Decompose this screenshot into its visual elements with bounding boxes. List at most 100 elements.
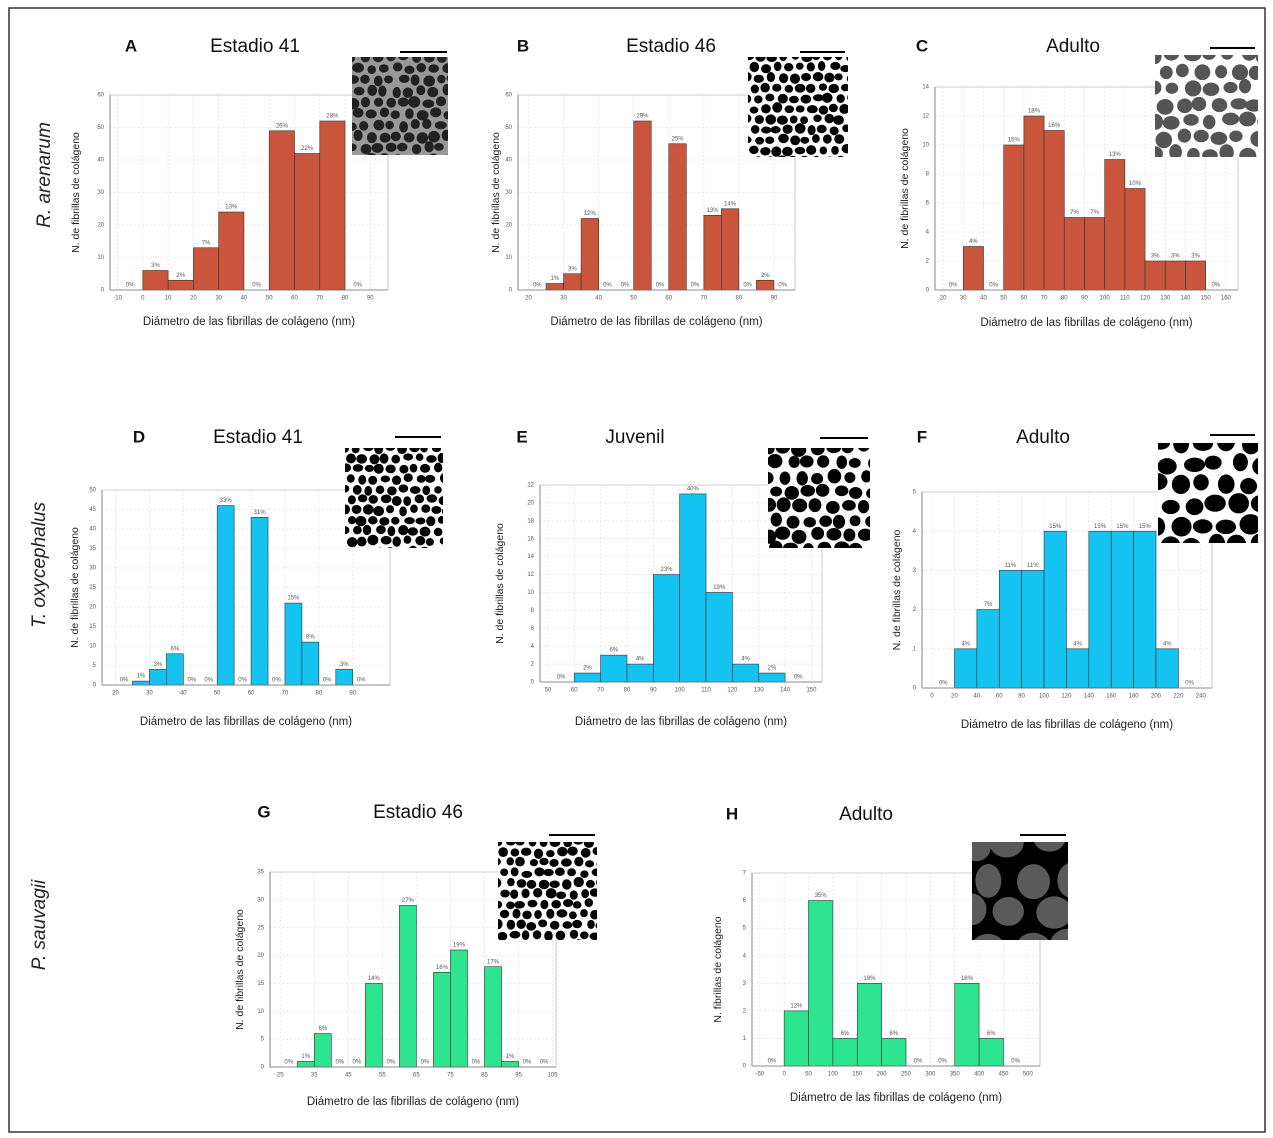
fibril bbox=[761, 64, 772, 74]
fibril bbox=[800, 116, 809, 125]
y-tick-label: 15 bbox=[257, 981, 264, 987]
fibril bbox=[521, 888, 530, 899]
fibril bbox=[848, 458, 861, 468]
fibril bbox=[795, 105, 805, 113]
y-tick-label: 50 bbox=[89, 488, 96, 494]
fibril bbox=[445, 154, 448, 155]
fibril bbox=[1162, 116, 1180, 130]
fibril bbox=[567, 868, 576, 877]
y-axis-label: N. de fibrillas de colágeno bbox=[234, 909, 246, 1030]
y-tick-label: 20 bbox=[257, 953, 264, 959]
fibril bbox=[419, 154, 422, 155]
fibril bbox=[408, 96, 421, 108]
fibril bbox=[1159, 65, 1173, 80]
fibril bbox=[352, 484, 362, 495]
fibril bbox=[826, 500, 840, 514]
fibril bbox=[426, 516, 436, 527]
fibril bbox=[776, 497, 791, 512]
fibril bbox=[364, 485, 373, 496]
fibril bbox=[435, 96, 447, 107]
fibril bbox=[1257, 118, 1258, 125]
fibril bbox=[561, 858, 572, 867]
fibril bbox=[803, 543, 814, 548]
y-tick-label: 60 bbox=[97, 93, 104, 99]
bar-label: 19% bbox=[453, 943, 466, 949]
fibril bbox=[376, 525, 386, 535]
bar bbox=[166, 653, 184, 686]
bar bbox=[1110, 530, 1134, 689]
bar bbox=[132, 680, 150, 686]
bar-label: 4% bbox=[1073, 641, 1082, 647]
bar-label: 2% bbox=[583, 666, 592, 672]
fibril bbox=[562, 921, 573, 929]
fibril bbox=[811, 57, 821, 61]
fibril bbox=[378, 64, 389, 73]
bar-label: 7% bbox=[1070, 210, 1079, 216]
bar bbox=[450, 949, 468, 1068]
fibril bbox=[766, 57, 777, 63]
bar bbox=[580, 218, 599, 291]
fibril bbox=[768, 497, 777, 512]
fibril bbox=[386, 97, 397, 108]
y-tick-label: 8 bbox=[531, 608, 535, 614]
y-axis-label: N. fibrillas de colágeno bbox=[712, 916, 724, 1022]
x-tick-label: 60 bbox=[571, 688, 578, 694]
fibril bbox=[415, 517, 426, 525]
y-tick-label: 0 bbox=[743, 1064, 747, 1070]
bar bbox=[573, 672, 601, 683]
fibril bbox=[373, 506, 385, 517]
fibril bbox=[1255, 55, 1258, 63]
fibril bbox=[356, 454, 368, 464]
fibril bbox=[783, 542, 798, 548]
fibril bbox=[794, 146, 806, 155]
fibril bbox=[399, 506, 407, 517]
bar bbox=[335, 669, 354, 686]
fibril bbox=[765, 93, 775, 102]
fibril bbox=[368, 516, 378, 525]
fibril bbox=[557, 846, 568, 857]
bar-label: 12% bbox=[790, 1003, 803, 1009]
fibril bbox=[347, 516, 357, 525]
x-tick-label: 50 bbox=[630, 296, 637, 302]
fibril bbox=[434, 486, 442, 494]
bar-label: 7% bbox=[984, 602, 993, 608]
x-tick-label: 60 bbox=[1021, 296, 1028, 302]
y-tick-label: 20 bbox=[527, 500, 534, 506]
fibril bbox=[520, 847, 532, 856]
fibril bbox=[426, 494, 438, 503]
bar-label: 6% bbox=[889, 1031, 898, 1037]
chart-title: Adulto bbox=[1016, 427, 1070, 448]
bar-label: 18% bbox=[863, 976, 876, 982]
bar-label: 4% bbox=[741, 657, 750, 663]
y-tick-label: 45 bbox=[89, 507, 96, 513]
bar-label: 0% bbox=[691, 283, 700, 289]
bar-label: 15% bbox=[287, 596, 300, 602]
fibril bbox=[857, 499, 870, 514]
y-tick-label: 25 bbox=[89, 585, 96, 591]
fibril bbox=[410, 119, 420, 130]
fibril bbox=[399, 464, 409, 474]
bar-label: 6% bbox=[841, 1031, 850, 1037]
fibril bbox=[506, 901, 515, 910]
fibril bbox=[748, 57, 755, 61]
fibril bbox=[589, 932, 597, 940]
fibril bbox=[778, 155, 787, 157]
fibril bbox=[748, 94, 752, 103]
fibril bbox=[778, 133, 789, 144]
fibril bbox=[403, 473, 413, 482]
y-tick-label: 2 bbox=[913, 607, 917, 613]
bar-label: 1% bbox=[506, 1054, 515, 1060]
fibril bbox=[404, 517, 415, 525]
y-tick-label: 0 bbox=[93, 683, 97, 689]
fibril bbox=[806, 145, 817, 155]
fibril bbox=[352, 98, 360, 110]
fibril bbox=[866, 488, 870, 499]
fibril bbox=[385, 120, 394, 130]
y-tick-label: 2 bbox=[743, 1008, 747, 1014]
fibril bbox=[562, 879, 572, 890]
fibril bbox=[368, 475, 378, 485]
x-tick-label: 350 bbox=[950, 1072, 961, 1078]
bar-label: 15% bbox=[1008, 138, 1021, 144]
fibril bbox=[1177, 98, 1193, 114]
y-tick-label: 4 bbox=[531, 644, 535, 650]
